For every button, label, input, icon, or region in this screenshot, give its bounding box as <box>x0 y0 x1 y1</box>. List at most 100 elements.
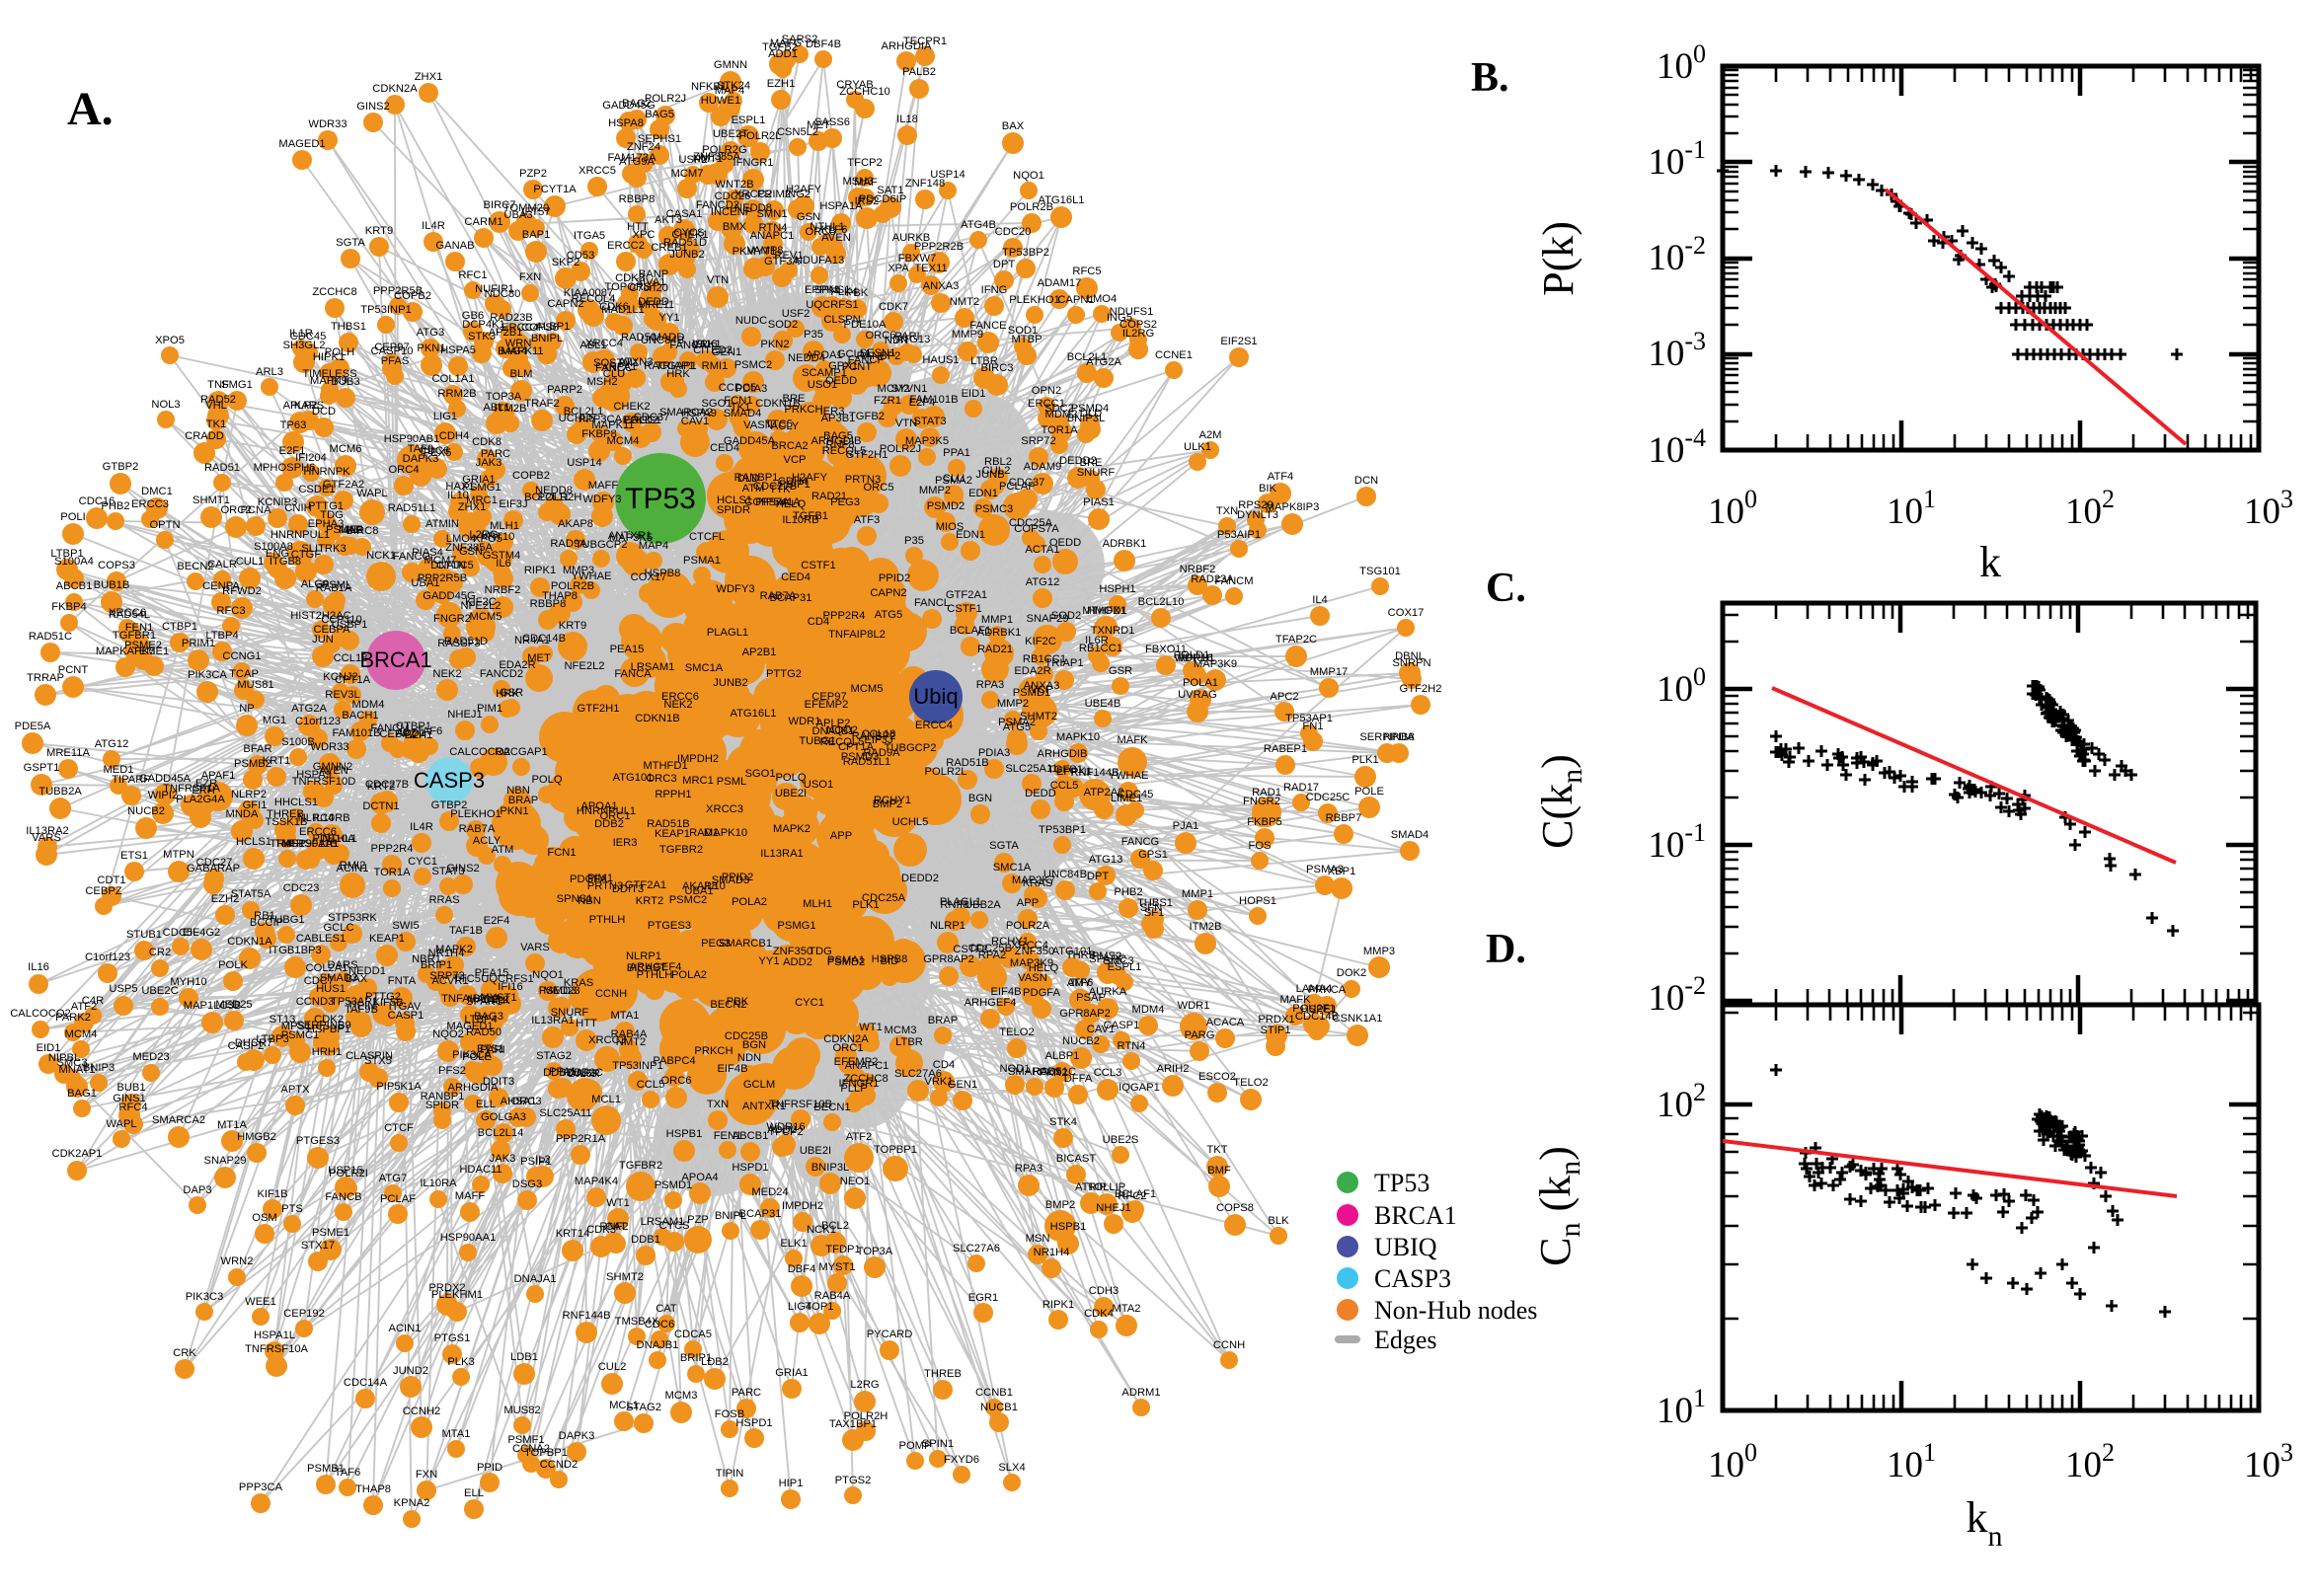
svg-text:ATF4: ATF4 <box>1268 471 1294 483</box>
svg-text:ITGB1BP3: ITGB1BP3 <box>269 945 321 956</box>
svg-text:ATG5: ATG5 <box>1003 722 1031 733</box>
svg-text:RAD17: RAD17 <box>1283 782 1319 794</box>
svg-text:BFAR: BFAR <box>243 743 271 755</box>
svg-text:APP: APP <box>1017 897 1039 909</box>
svg-text:BMX: BMX <box>723 221 747 233</box>
svg-text:DFFA: DFFA <box>1064 1073 1093 1085</box>
svg-text:CDKN1B: CDKN1B <box>755 398 800 410</box>
svg-text:TFDP1: TFDP1 <box>825 1244 860 1255</box>
svg-text:POLE: POLE <box>462 1051 492 1063</box>
svg-text:BCL2L10: BCL2L10 <box>1138 596 1185 608</box>
svg-text:PJA1: PJA1 <box>1173 820 1199 832</box>
svg-text:MRE11A: MRE11A <box>46 747 90 759</box>
svg-text:MRC1: MRC1 <box>682 775 714 787</box>
svg-text:CDC25A: CDC25A <box>1009 517 1053 529</box>
svg-text:CEP97: CEP97 <box>374 342 409 353</box>
svg-text:RAD50: RAD50 <box>621 332 656 343</box>
svg-text:IER3: IER3 <box>613 837 638 849</box>
svg-text:PSMD2: PSMD2 <box>827 956 866 968</box>
svg-text:AKAP8: AKAP8 <box>558 518 593 530</box>
svg-text:MMP3: MMP3 <box>563 565 594 576</box>
svg-text:PSMA3: PSMA3 <box>1306 864 1344 875</box>
svg-text:PKN1: PKN1 <box>500 805 528 817</box>
svg-text:FEN1: FEN1 <box>125 622 154 634</box>
svg-text:CD4: CD4 <box>808 616 829 628</box>
svg-text:CLASPIN: CLASPIN <box>346 1050 393 1062</box>
svg-text:H2AFY: H2AFY <box>792 472 828 484</box>
svg-text:SHMT2: SHMT2 <box>606 1271 644 1283</box>
svg-text:KIF2C: KIF2C <box>1025 636 1056 647</box>
svg-text:SLC25A11: SLC25A11 <box>1005 763 1057 775</box>
svg-text:SLITRK3: SLITRK3 <box>301 543 346 555</box>
svg-text:UNC84B: UNC84B <box>1043 869 1087 880</box>
svg-text:CED4: CED4 <box>781 571 811 583</box>
svg-text:EID1: EID1 <box>37 1042 61 1054</box>
svg-text:PCNT: PCNT <box>58 664 89 676</box>
svg-text:SMARCA2: SMARCA2 <box>152 1114 205 1126</box>
svg-text:RAB7A: RAB7A <box>760 590 797 602</box>
svg-text:PTS: PTS <box>281 1203 303 1215</box>
svg-text:PYCARD: PYCARD <box>867 1329 913 1340</box>
svg-text:PSME1: PSME1 <box>312 1227 349 1239</box>
svg-text:GCLM: GCLM <box>837 348 869 360</box>
svg-text:MUS82: MUS82 <box>503 1405 540 1416</box>
svg-text:ERCC1: ERCC1 <box>1028 398 1065 410</box>
svg-text:CCNB1: CCNB1 <box>975 1387 1013 1399</box>
svg-text:OSM: OSM <box>252 1212 276 1224</box>
svg-text:L2RG: L2RG <box>850 1379 879 1391</box>
svg-text:YY1: YY1 <box>758 955 779 967</box>
svg-text:ORC2: ORC2 <box>220 504 251 516</box>
svg-text:TOP3A: TOP3A <box>857 1246 893 1257</box>
svg-text:RBL2: RBL2 <box>984 456 1012 468</box>
svg-text:CDC25A: CDC25A <box>862 892 906 904</box>
svg-text:IFI16: IFI16 <box>498 981 523 993</box>
svg-text:TNFRSF11B: TNFRSF11B <box>274 838 337 850</box>
svg-text:FANCA: FANCA <box>614 668 652 680</box>
svg-text:ATM: ATM <box>742 483 765 494</box>
svg-text:GSN: GSN <box>797 211 820 223</box>
svg-text:STK3: STK3 <box>468 331 496 342</box>
svg-text:DNAJB1: DNAJB1 <box>637 1339 679 1351</box>
svg-text:DPT: DPT <box>1087 871 1110 882</box>
svg-text:MTA2: MTA2 <box>1112 1303 1140 1315</box>
svg-text:PLAGL1: PLAGL1 <box>940 896 981 908</box>
svg-text:E2F1: E2F1 <box>279 445 306 457</box>
svg-text:COPS2: COPS2 <box>1119 319 1157 331</box>
svg-text:KCNJ2: KCNJ2 <box>323 671 357 683</box>
svg-text:YWHAE: YWHAE <box>1108 770 1148 782</box>
svg-text:GMNN2: GMNN2 <box>313 761 352 773</box>
svg-text:PKMYT1: PKMYT1 <box>733 246 777 258</box>
svg-text:CCNH: CCNH <box>595 988 627 1000</box>
svg-text:S100B: S100B <box>281 736 315 748</box>
svg-text:UBE4B: UBE4B <box>1085 698 1121 710</box>
svg-text:LTBR: LTBR <box>895 1036 923 1048</box>
svg-text:PIAS1: PIAS1 <box>1083 496 1115 508</box>
svg-text:GTF2H2: GTF2H2 <box>1400 683 1442 695</box>
svg-text:MRC1: MRC1 <box>466 494 498 506</box>
svg-text:MMP1: MMP1 <box>1182 888 1213 900</box>
svg-text:EPHA3: EPHA3 <box>308 518 345 530</box>
svg-text:OPN2: OPN2 <box>1032 385 1061 397</box>
svg-text:ACVR1: ACVR1 <box>431 975 468 987</box>
svg-text:DSG3: DSG3 <box>512 1178 542 1190</box>
svg-text:NQO2: NQO2 <box>432 1028 464 1040</box>
svg-text:CDC6: CDC6 <box>645 1319 674 1330</box>
svg-text:ACIN1: ACIN1 <box>389 1323 422 1334</box>
svg-text:VCP: VCP <box>783 454 806 466</box>
svg-text:BRCA2: BRCA2 <box>771 440 808 452</box>
svg-text:NEO1: NEO1 <box>840 1176 870 1187</box>
svg-text:UQCRFS1: UQCRFS1 <box>806 299 858 311</box>
svg-text:TDG: TDG <box>809 946 832 957</box>
svg-text:WEE1: WEE1 <box>245 1296 276 1308</box>
svg-text:MCL1: MCL1 <box>591 1094 621 1105</box>
svg-text:PLLP: PLLP <box>840 1083 867 1095</box>
svg-text:JUNB2: JUNB2 <box>713 677 747 689</box>
svg-text:FNGR2: FNGR2 <box>1243 796 1280 807</box>
svg-text:FZR1: FZR1 <box>874 395 901 407</box>
svg-text:POLQ: POLQ <box>775 772 806 784</box>
svg-text:CD4: CD4 <box>933 1059 955 1071</box>
svg-text:PPID2: PPID2 <box>879 572 910 584</box>
svg-text:TK1: TK1 <box>206 418 227 430</box>
svg-text:NEDD4: NEDD4 <box>788 352 825 364</box>
svg-text:TFCP2: TFCP2 <box>847 157 882 169</box>
